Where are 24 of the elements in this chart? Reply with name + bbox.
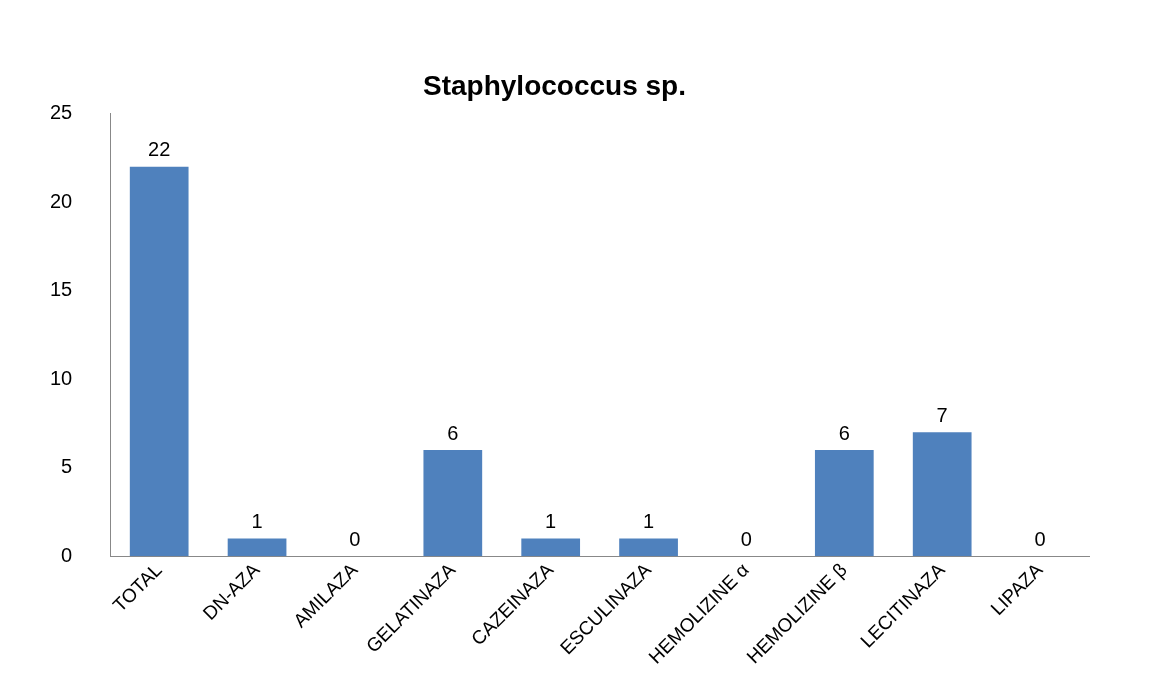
bar — [521, 538, 581, 557]
chart-title: Staphylococcus sp. — [423, 69, 686, 101]
data-label: 0 — [740, 527, 752, 550]
y-tick-label: 5 — [61, 455, 73, 478]
bar — [912, 432, 972, 557]
bar — [129, 166, 189, 557]
data-label: 22 — [148, 138, 171, 161]
data-label: 7 — [936, 403, 948, 426]
data-label: 0 — [349, 527, 361, 550]
y-tick-label: 20 — [50, 189, 73, 212]
bar — [227, 538, 287, 557]
data-label: 6 — [838, 421, 850, 444]
bar — [423, 450, 483, 557]
y-tick-label: 25 — [50, 101, 73, 124]
y-tick-label: 15 — [50, 278, 73, 301]
data-label: 6 — [447, 421, 459, 444]
y-tick-label: 10 — [50, 366, 73, 389]
y-tick-label: 0 — [61, 543, 73, 566]
bar — [619, 538, 678, 557]
data-label: 1 — [643, 510, 655, 533]
data-label: 0 — [1034, 527, 1046, 550]
data-label: 1 — [545, 510, 557, 533]
data-label: 1 — [251, 510, 263, 533]
bar — [814, 450, 874, 557]
